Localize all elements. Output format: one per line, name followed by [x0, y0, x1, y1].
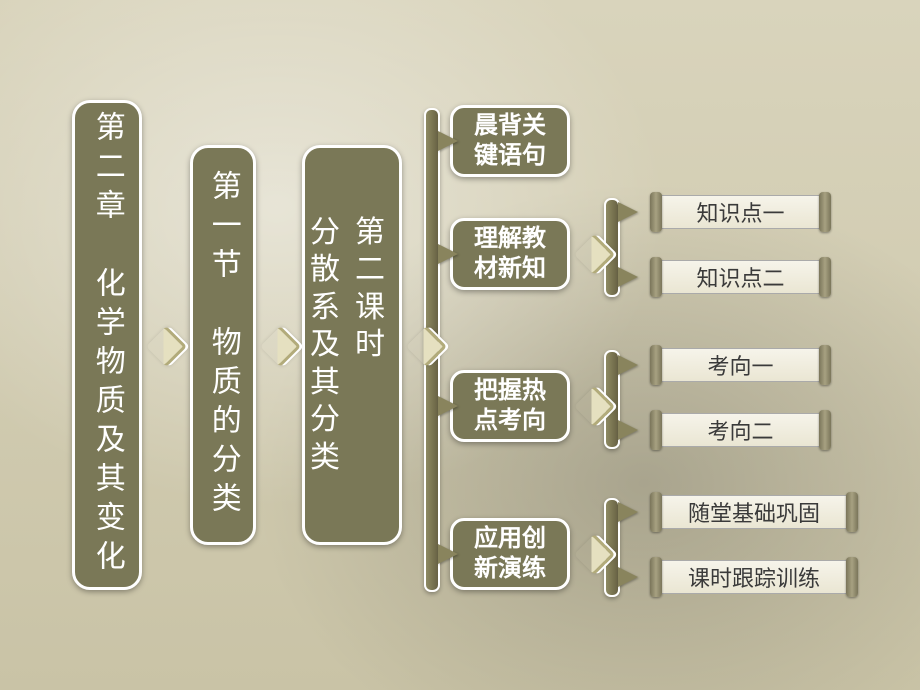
node-level3-col2: 分散系及其分类: [310, 214, 349, 477]
node-level4-b: 理解教材新知: [450, 218, 570, 290]
scroll-3-text: 考向二: [707, 414, 773, 446]
arrow-bar-c: [438, 396, 458, 416]
arrow-bar-b: [438, 244, 458, 264]
node-level3-col1: 第二课时: [355, 214, 394, 477]
arrow-bar-a: [438, 131, 458, 151]
scroll-4-text: 随堂基础巩固: [688, 496, 820, 528]
arrow-sb-5: [618, 502, 638, 522]
node-level4-b-text: 理解教材新知: [474, 224, 546, 284]
node-level1-text: 第二章 化学物质及其变化: [88, 111, 126, 579]
arrow-bar-d: [438, 544, 458, 564]
arrow-sb-1: [618, 202, 638, 222]
scroll-0: 知识点一: [658, 195, 823, 229]
node-level4-c-text: 把握热点考向: [474, 376, 546, 436]
arrow-sb-3: [618, 355, 638, 375]
scroll-2-text: 考向一: [707, 349, 773, 381]
arrow-sb-2: [618, 267, 638, 287]
scroll-2: 考向一: [658, 348, 823, 382]
node-level3: 分散系及其分类 第二课时: [302, 145, 402, 545]
node-level4-a: 晨背关键语句: [450, 105, 570, 177]
node-level4-a-text: 晨背关键语句: [474, 111, 546, 171]
scroll-5: 课时跟踪训练: [658, 560, 850, 594]
node-level4-c: 把握热点考向: [450, 370, 570, 442]
arrow-sb-4: [618, 420, 638, 440]
node-level1: 第二章 化学物质及其变化: [72, 100, 142, 590]
node-level2: 第一节 物质的分类: [190, 145, 256, 545]
scroll-3: 考向二: [658, 413, 823, 447]
scroll-1: 知识点二: [658, 260, 823, 294]
node-level4-d-text: 应用创新演练: [474, 524, 546, 584]
node-level2-text: 第一节 物质的分类: [204, 170, 242, 521]
scroll-1-text: 知识点二: [696, 261, 784, 293]
arrow-sb-6: [618, 567, 638, 587]
scroll-0-text: 知识点一: [696, 196, 784, 228]
scroll-5-text: 课时跟踪训练: [688, 561, 820, 593]
node-level4-d: 应用创新演练: [450, 518, 570, 590]
scroll-4: 随堂基础巩固: [658, 495, 850, 529]
